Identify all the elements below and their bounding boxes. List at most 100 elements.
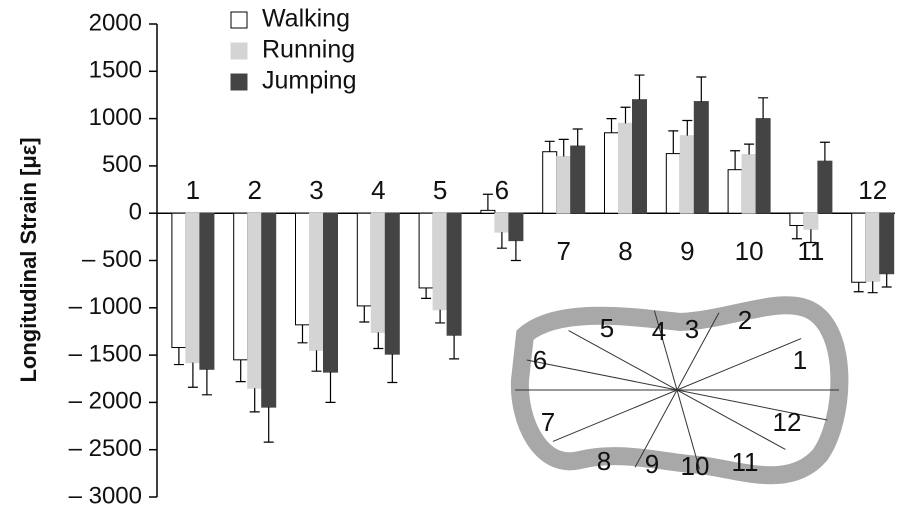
y-tick-label: 2000 [89, 9, 142, 36]
sector-label: 1 [793, 345, 807, 375]
error-bar [359, 305, 370, 323]
error-bar [249, 388, 260, 413]
x-tick-label: 7 [556, 236, 570, 266]
sector-label: 3 [685, 314, 699, 344]
error-bar [805, 229, 816, 244]
error-bar [558, 138, 569, 157]
error-bar [421, 287, 432, 299]
bar [171, 212, 187, 349]
y-tick-label: – 1500 [69, 340, 142, 367]
error-bar [867, 281, 878, 294]
bar [570, 145, 586, 214]
sector-label: 10 [681, 451, 710, 481]
legend-label: Walking [262, 5, 350, 33]
bar [356, 212, 372, 307]
error-bar [201, 369, 212, 396]
bar [727, 169, 743, 214]
legend-swatch [230, 73, 248, 91]
bar [604, 132, 619, 214]
y-axis-label: Longitudinal Strain [με] [16, 137, 41, 382]
bar [261, 212, 277, 408]
error-bar [758, 97, 769, 119]
bar [865, 212, 881, 282]
bar [665, 153, 681, 214]
legend-label: Jumping [262, 67, 357, 95]
bar [556, 155, 572, 214]
error-bar [482, 193, 493, 211]
bar [370, 212, 386, 333]
bar [741, 154, 757, 214]
bar [494, 212, 510, 233]
error-bar [730, 150, 741, 170]
bar [693, 101, 709, 214]
error-bar [696, 76, 707, 102]
error-bar [496, 232, 507, 249]
error-bar [606, 118, 617, 133]
sector-label: 8 [597, 446, 611, 476]
sector-label: 2 [738, 305, 752, 335]
y-tick-label: 1000 [89, 104, 142, 131]
error-bar [297, 324, 308, 344]
y-tick-label: – 2500 [69, 435, 142, 462]
bar [542, 151, 558, 214]
sector-line [552, 338, 802, 442]
error-bar [668, 130, 679, 154]
error-bar [435, 309, 446, 324]
bar [446, 212, 462, 336]
y-tick-label: – 2000 [69, 388, 142, 415]
bar [295, 212, 310, 326]
error-bar [634, 74, 645, 100]
error-bar [682, 119, 693, 136]
error-bar [311, 350, 322, 372]
error-bar [791, 225, 802, 240]
sector-label: 12 [773, 407, 802, 437]
bar [418, 212, 434, 289]
error-bar [387, 354, 398, 384]
error-bar [744, 143, 755, 155]
bar [247, 212, 263, 389]
sector-label: 11 [732, 447, 759, 477]
legend-swatch [230, 11, 248, 29]
x-tick-label: 5 [433, 175, 447, 205]
x-tick-label: 12 [858, 175, 887, 205]
x-tick-label: 6 [495, 175, 509, 205]
error-bar [173, 347, 184, 366]
bar [432, 212, 448, 311]
bar [817, 160, 833, 214]
bar [384, 212, 400, 355]
bar [508, 212, 524, 242]
error-bar [853, 282, 864, 293]
bar [879, 212, 895, 275]
sector-label: 5 [600, 313, 614, 343]
error-bar [544, 140, 555, 152]
x-tick-label: 8 [618, 236, 632, 266]
x-tick-label: 10 [735, 236, 764, 266]
error-bar [187, 362, 198, 388]
legend-label: Running [262, 36, 355, 64]
bar [323, 212, 338, 373]
x-tick-label: 9 [680, 236, 694, 266]
bar [480, 209, 496, 214]
x-tick-label: 3 [309, 175, 323, 205]
error-bar [572, 128, 583, 147]
error-bar [263, 407, 274, 443]
x-tick-label: 2 [247, 175, 261, 205]
error-bar [373, 332, 384, 350]
sector-label: 7 [541, 407, 555, 437]
bar [632, 99, 647, 214]
error-bar [449, 335, 460, 360]
y-tick-label: – 3000 [69, 482, 142, 509]
y-tick-label: – 500 [82, 246, 142, 273]
bar [789, 212, 805, 226]
y-tick-label: – 1000 [69, 293, 142, 320]
sector-label: 9 [645, 449, 659, 479]
y-tick-label: 1500 [89, 57, 142, 84]
sector-label: 6 [533, 345, 547, 375]
y-tick-label: 0 [129, 199, 142, 226]
bar [851, 212, 867, 283]
x-tick-label: 4 [371, 175, 385, 205]
error-bar [325, 372, 336, 403]
y-tick-label: 500 [102, 151, 142, 178]
error-bar [235, 359, 246, 383]
